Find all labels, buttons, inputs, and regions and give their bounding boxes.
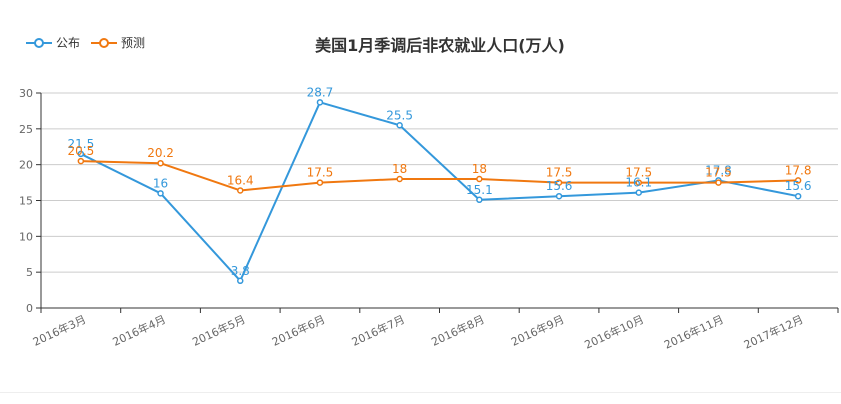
bottom-divider [0, 392, 841, 393]
data-label: 20.2 [147, 146, 174, 160]
x-tick-label: 2016年6月 [270, 312, 328, 349]
data-point[interactable] [157, 159, 164, 167]
legend-label-forecast: 预测 [121, 36, 145, 50]
legend-item-published[interactable]: 公布 [26, 36, 80, 50]
data-label: 17.8 [705, 163, 732, 177]
x-tick-label: 2016年8月 [429, 312, 487, 349]
data-point[interactable] [396, 122, 403, 129]
data-point[interactable] [794, 177, 802, 184]
data-label: 20.5 [67, 144, 94, 158]
data-point[interactable] [476, 196, 483, 204]
legend-marker-published [34, 38, 44, 48]
x-tick-label: 2016年3月 [31, 312, 89, 349]
data-label: 28.7 [307, 85, 334, 99]
y-tick-label: 0 [26, 302, 33, 315]
y-tick-label: 30 [19, 87, 33, 100]
y-tick-label: 25 [19, 123, 33, 136]
x-tick-label: 2016年10月 [582, 312, 646, 352]
data-label: 17.5 [625, 166, 652, 180]
data-point[interactable] [77, 157, 85, 165]
data-label: 17.5 [705, 166, 732, 180]
y-tick-label: 15 [19, 195, 33, 208]
grid [41, 92, 838, 273]
data-point[interactable] [316, 179, 324, 186]
data-point[interactable] [157, 190, 164, 197]
y-axis-ticks: 0 5 10 15 20 25 30 [19, 87, 41, 315]
data-labels: 21.5 16 3.8 28.7 25.5 15.1 15.6 16.1 17.8 15.6 20.… [67, 85, 811, 277]
data-point[interactable] [794, 192, 802, 200]
legend-item-forecast[interactable]: 预测 [91, 36, 145, 50]
data-label: 16 [153, 176, 168, 190]
x-tick-label: 2016年5月 [190, 312, 248, 349]
data-point[interactable] [635, 189, 642, 196]
data-label: 3.8 [231, 264, 250, 278]
data-point[interactable] [476, 175, 483, 183]
x-tick-label: 2016年7月 [349, 312, 407, 349]
y-tick-label: 5 [26, 266, 33, 279]
data-label: 25.5 [386, 108, 413, 122]
data-point[interactable] [237, 277, 244, 285]
data-label: 15.1 [466, 183, 493, 197]
data-label: 18 [472, 162, 487, 176]
series-line-0 [80, 101, 799, 282]
y-tick-label: 20 [19, 159, 33, 172]
x-axis-ticks: 2016年3月 2016年4月 2016年5月 2016年6月 2016年7月 2016年… [31, 308, 839, 352]
y-tick-label: 10 [19, 230, 33, 243]
legend: 公布 预测 [26, 36, 145, 50]
data-point[interactable] [316, 99, 324, 106]
data-label: 18 [392, 162, 407, 176]
x-tick-label: 2016年9月 [509, 312, 567, 349]
series-line-1 [80, 160, 799, 192]
legend-label-published: 公布 [56, 36, 80, 50]
data-label: 17.8 [785, 163, 812, 177]
data-label: 17.5 [546, 166, 573, 180]
data-label: 16.1 [625, 176, 652, 190]
series-layer [77, 99, 802, 285]
legend-marker-forecast [99, 38, 109, 48]
data-point[interactable] [396, 175, 403, 183]
x-tick-label: 2017年12月 [741, 312, 805, 352]
data-point[interactable] [555, 179, 563, 186]
data-point[interactable] [635, 179, 642, 186]
data-label: 16.4 [227, 173, 254, 187]
data-label: 15.6 [785, 179, 812, 193]
data-point[interactable] [237, 187, 244, 194]
data-point[interactable] [77, 150, 85, 158]
data-point[interactable] [715, 179, 722, 186]
data-label: 17.5 [307, 166, 334, 180]
data-label: 15.6 [546, 179, 573, 193]
x-tick-label: 2016年11月 [662, 312, 726, 352]
chart-title: 美国1月季调后非农就业人口(万人) [315, 36, 565, 55]
data-label: 21.5 [67, 137, 94, 151]
data-point[interactable] [555, 192, 563, 200]
x-tick-label: 2016年4月 [110, 312, 168, 349]
